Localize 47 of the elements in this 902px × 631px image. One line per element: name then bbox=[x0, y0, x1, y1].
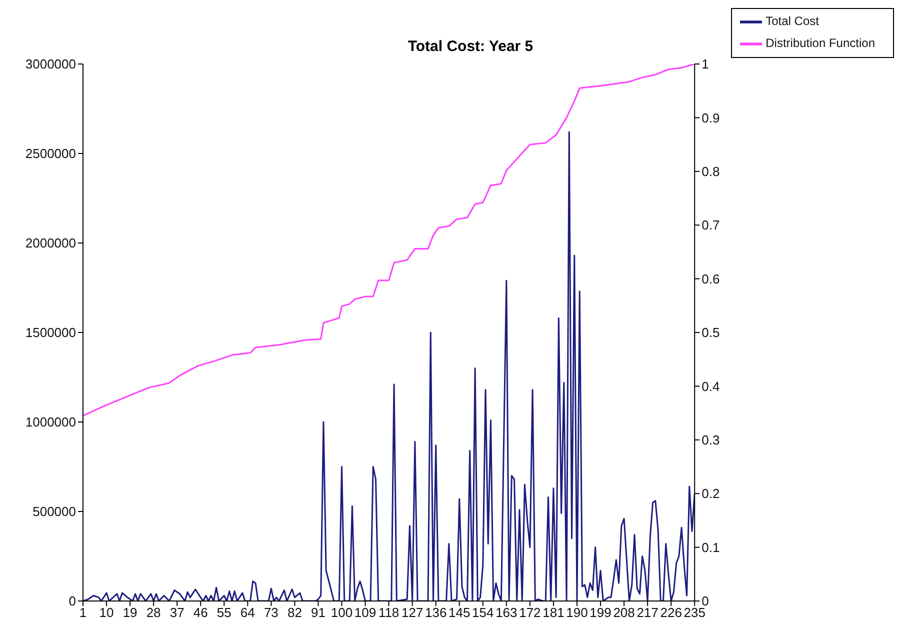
x-tick-label: 37 bbox=[170, 605, 184, 620]
x-tick-label: 145 bbox=[448, 605, 470, 620]
legend-label: Distribution Function bbox=[766, 36, 875, 50]
x-tick-label: 73 bbox=[264, 605, 278, 620]
x-tick-label: 55 bbox=[216, 605, 232, 620]
y-tick-label: 500000 bbox=[32, 504, 76, 520]
x-tick-label: 109 bbox=[354, 605, 376, 620]
y-tick-label: 1000000 bbox=[25, 414, 76, 430]
y2-tick-label: 0.8 bbox=[702, 164, 720, 180]
x-tick-label: 10 bbox=[99, 605, 114, 620]
y-tick-label: 0 bbox=[68, 594, 76, 609]
x-tick-label: 190 bbox=[566, 605, 588, 620]
x-tick-label: 199 bbox=[590, 605, 612, 620]
y2-tick-label: 0.3 bbox=[702, 432, 720, 448]
x-tick-label: 217 bbox=[636, 605, 658, 620]
x-tick-label: 82 bbox=[287, 605, 302, 620]
x-tick-label: 127 bbox=[401, 605, 424, 620]
line-series bbox=[83, 64, 695, 416]
y2-tick-label: 0.4 bbox=[702, 378, 720, 394]
x-tick-label: 1 bbox=[79, 605, 87, 620]
x-tick-label: 91 bbox=[311, 605, 326, 620]
x-tick-label: 163 bbox=[496, 605, 518, 620]
legend-label: Total Cost bbox=[766, 14, 819, 28]
y-tick-label: 3000000 bbox=[25, 56, 76, 72]
x-tick-label: 118 bbox=[378, 605, 400, 620]
x-tick-label: 181 bbox=[542, 605, 564, 620]
x-tick-label: 28 bbox=[146, 605, 161, 620]
chart-title: Total Cost: Year 5 bbox=[408, 38, 534, 55]
x-tick-label: 226 bbox=[660, 605, 682, 620]
y2-tick-label: 0.2 bbox=[702, 486, 720, 502]
y-tick-label: 2000000 bbox=[25, 236, 76, 251]
y2-tick-label: 0.1 bbox=[702, 540, 720, 555]
x-tick-label: 100 bbox=[330, 605, 353, 620]
x-tick-label: 136 bbox=[425, 605, 447, 620]
y2-tick-label: 0.9 bbox=[702, 110, 720, 126]
x-tick-label: 172 bbox=[519, 605, 541, 620]
y-tick-label: 2500000 bbox=[25, 146, 76, 162]
x-tick-label: 64 bbox=[240, 605, 255, 620]
y2-tick-label: 0.5 bbox=[702, 325, 720, 340]
x-tick-label: 19 bbox=[122, 605, 138, 620]
x-tick-label: 154 bbox=[472, 605, 494, 620]
x-tick-label: 46 bbox=[193, 605, 208, 620]
y2-tick-label: 0.6 bbox=[702, 271, 720, 286]
y-tick-label: 1500000 bbox=[25, 325, 76, 340]
y2-tick-label: 1 bbox=[702, 56, 709, 72]
y2-tick-label: 0.7 bbox=[702, 218, 720, 233]
x-tick-label: 208 bbox=[613, 605, 635, 620]
